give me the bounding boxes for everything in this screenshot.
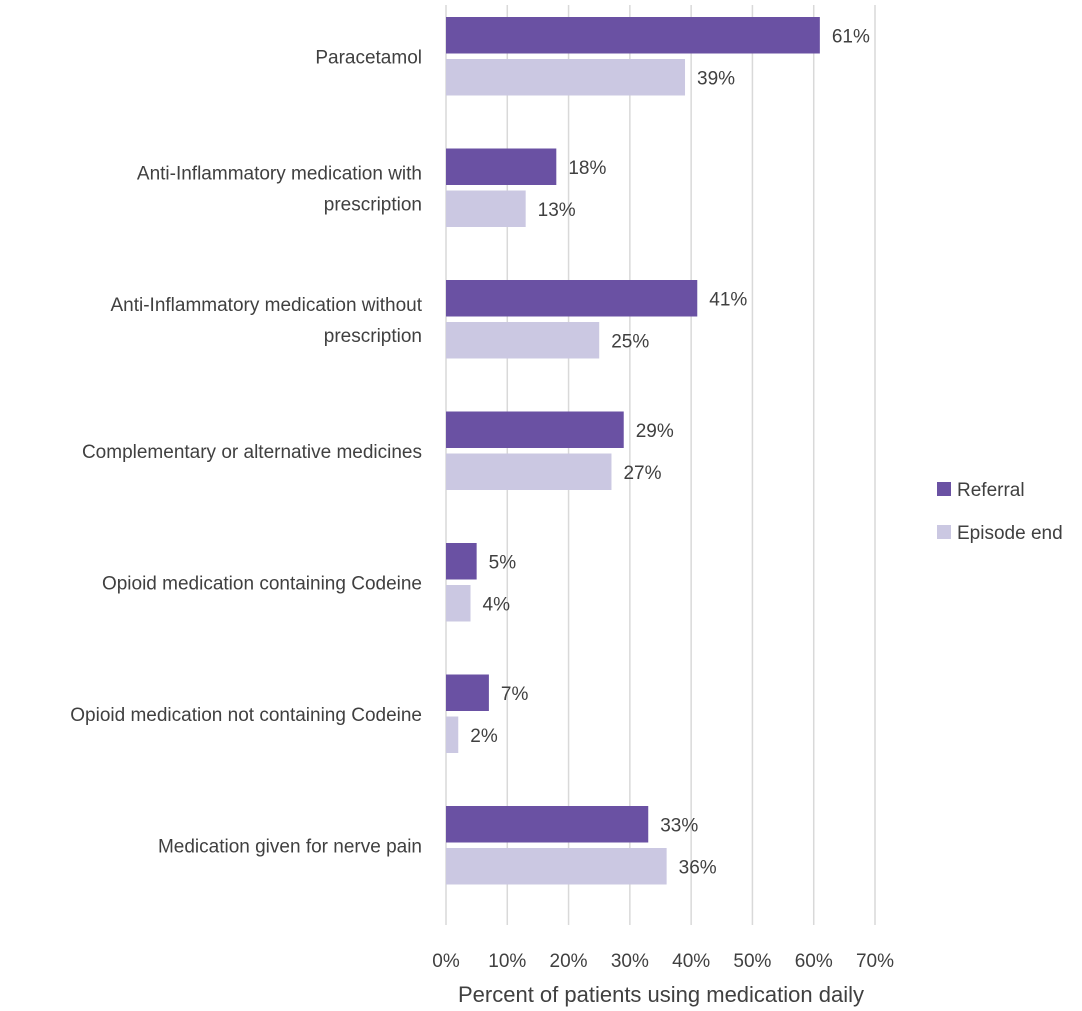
category-label: Medication given for nerve pain (158, 836, 422, 857)
legend: Referral Episode end (937, 480, 1063, 544)
data-labels: 61% 39% 18% 13% 41% 25% 29% 27% 5% 4% 7%2% 33% 36% (470, 26, 870, 878)
x-axis-title: Percent of patients using medication dai… (458, 982, 864, 1007)
x-tick-labels: 0% 10% 20% 30% 40% 50% 60% 70% (432, 951, 894, 972)
data-label: 39% (697, 68, 735, 89)
data-label: 7% (501, 684, 529, 705)
bar-episode-end (446, 716, 459, 753)
bar-referral (446, 280, 698, 317)
x-tick-label: 40% (672, 951, 710, 972)
data-label: 29% (636, 421, 674, 442)
data-label: 33% (660, 815, 698, 836)
legend-label: Episode end (957, 523, 1063, 544)
category-label: Paracetamol (315, 47, 422, 68)
data-label: 5% (489, 552, 517, 573)
bar-episode-end (446, 585, 471, 622)
data-label: 2% (470, 726, 498, 747)
bar-referral (446, 17, 820, 54)
category-label: prescription (324, 326, 422, 347)
data-label: 27% (623, 463, 661, 484)
bar-referral (446, 674, 489, 711)
category-label: prescription (324, 194, 422, 215)
category-label: Opioid medication not containing Codeine (70, 705, 422, 726)
category-label: Complementary or alternative medicines (82, 442, 422, 463)
bar-referral (446, 148, 557, 185)
x-tick-label: 30% (611, 951, 649, 972)
data-label: 18% (568, 158, 606, 179)
data-label: 41% (709, 289, 747, 310)
bar-episode-end (446, 453, 612, 490)
x-tick-label: 70% (856, 951, 894, 972)
legend-swatch (937, 525, 951, 539)
x-tick-label: 20% (550, 951, 588, 972)
bar-episode-end (446, 322, 600, 359)
data-label: 36% (679, 857, 717, 878)
legend-swatch (937, 482, 951, 496)
x-tick-label: 50% (733, 951, 771, 972)
x-tick-label: 60% (795, 951, 833, 972)
bar-referral (446, 543, 477, 580)
data-label: 13% (538, 200, 576, 221)
bar-episode-end (446, 190, 526, 227)
bar-episode-end (446, 848, 667, 885)
category-label: Anti-Inflammatory medication with (137, 163, 422, 184)
x-tick-label: 0% (432, 951, 460, 972)
category-label: Opioid medication containing Codeine (102, 573, 422, 594)
bar-referral (446, 411, 624, 448)
bars (446, 17, 820, 885)
legend-label: Referral (957, 480, 1025, 501)
bar-referral (446, 806, 649, 843)
data-label: 4% (483, 594, 511, 615)
bar-episode-end (446, 59, 686, 96)
data-label: 61% (832, 26, 870, 47)
category-labels: Paracetamol Anti-Inflammatory medication … (70, 47, 422, 857)
category-label: Anti-Inflammatory medication without (110, 295, 422, 316)
data-label: 25% (611, 331, 649, 352)
x-tick-label: 10% (488, 951, 526, 972)
